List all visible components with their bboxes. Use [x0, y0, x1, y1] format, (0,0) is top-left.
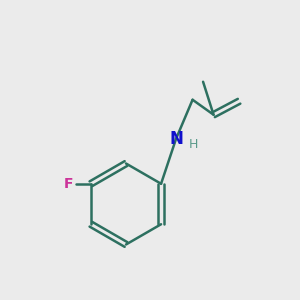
Text: N: N — [169, 130, 183, 148]
Text: H: H — [189, 138, 198, 151]
Text: F: F — [63, 177, 73, 191]
